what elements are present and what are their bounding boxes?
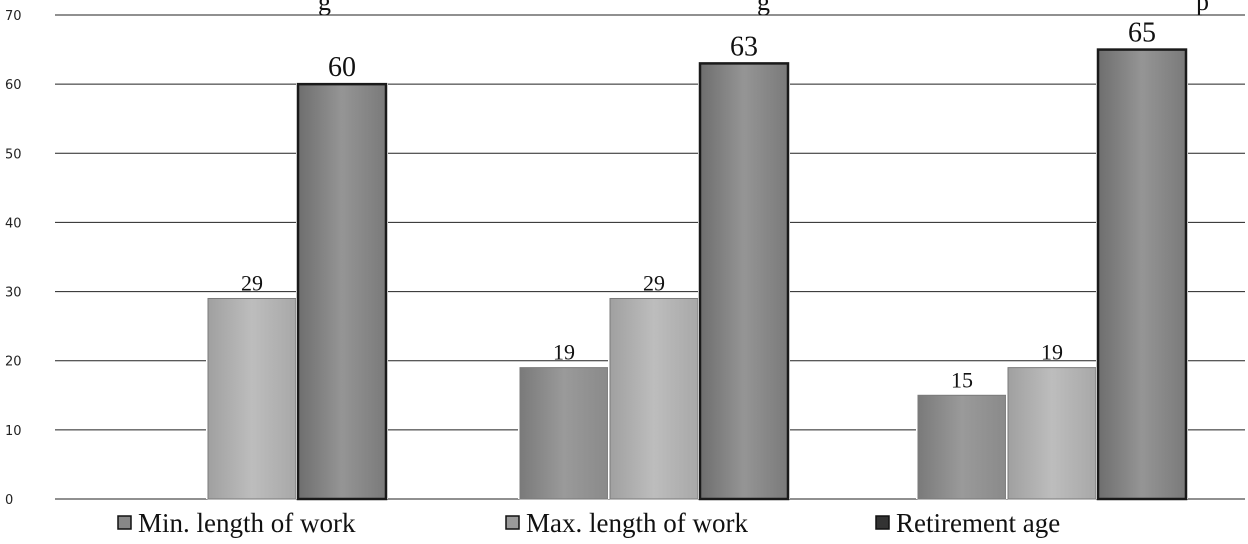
title-fragment: g — [318, 0, 331, 16]
data-label-ret-0: 60 — [328, 52, 356, 83]
legend-swatch-min — [117, 515, 132, 530]
bar-min-2 — [917, 394, 1007, 500]
bar-max-0 — [207, 297, 297, 500]
data-label-min-1: 19 — [553, 340, 575, 365]
data-label-max-0: 29 — [241, 270, 263, 295]
data-label-max-1: 29 — [643, 270, 665, 295]
legend-label-min: Min. length of work — [138, 508, 356, 538]
legend-swatch-max — [505, 515, 520, 530]
legend-label-ret: Retirement age — [896, 508, 1060, 538]
data-labels: 29 60 19 29 63 15 19 65 — [241, 18, 1156, 393]
bar-min-1 — [519, 367, 609, 500]
bars — [206, 47, 1188, 501]
bar-ret-2 — [1096, 48, 1188, 501]
y-axis: 0 10 20 30 40 50 60 70 — [5, 9, 22, 508]
legend-label-max: Max. length of work — [526, 508, 748, 538]
data-label-ret-2: 65 — [1128, 18, 1156, 49]
y-tick-label: 0 — [5, 493, 13, 508]
title-fragment: g — [757, 0, 770, 16]
y-tick-label: 40 — [5, 216, 22, 231]
data-label-ret-1: 63 — [730, 31, 758, 62]
legend: Min. length of work Max. length of work Re… — [117, 508, 1060, 538]
data-label-min-2: 15 — [951, 367, 973, 392]
y-tick-label: 20 — [5, 355, 22, 370]
data-label-max-2: 19 — [1041, 340, 1063, 365]
bar-ret-0 — [296, 82, 388, 501]
y-tick-label: 30 — [5, 286, 22, 301]
title-fragment: p — [1196, 0, 1209, 16]
bar-ret-1 — [698, 62, 790, 501]
legend-swatch-ret — [875, 515, 890, 530]
y-tick-label: 10 — [5, 424, 22, 439]
y-tick-label: 60 — [5, 78, 22, 93]
bar-max-2 — [1007, 367, 1097, 500]
bar-max-1 — [609, 297, 699, 500]
y-tick-label: 70 — [5, 9, 22, 24]
y-tick-label: 50 — [5, 147, 22, 162]
